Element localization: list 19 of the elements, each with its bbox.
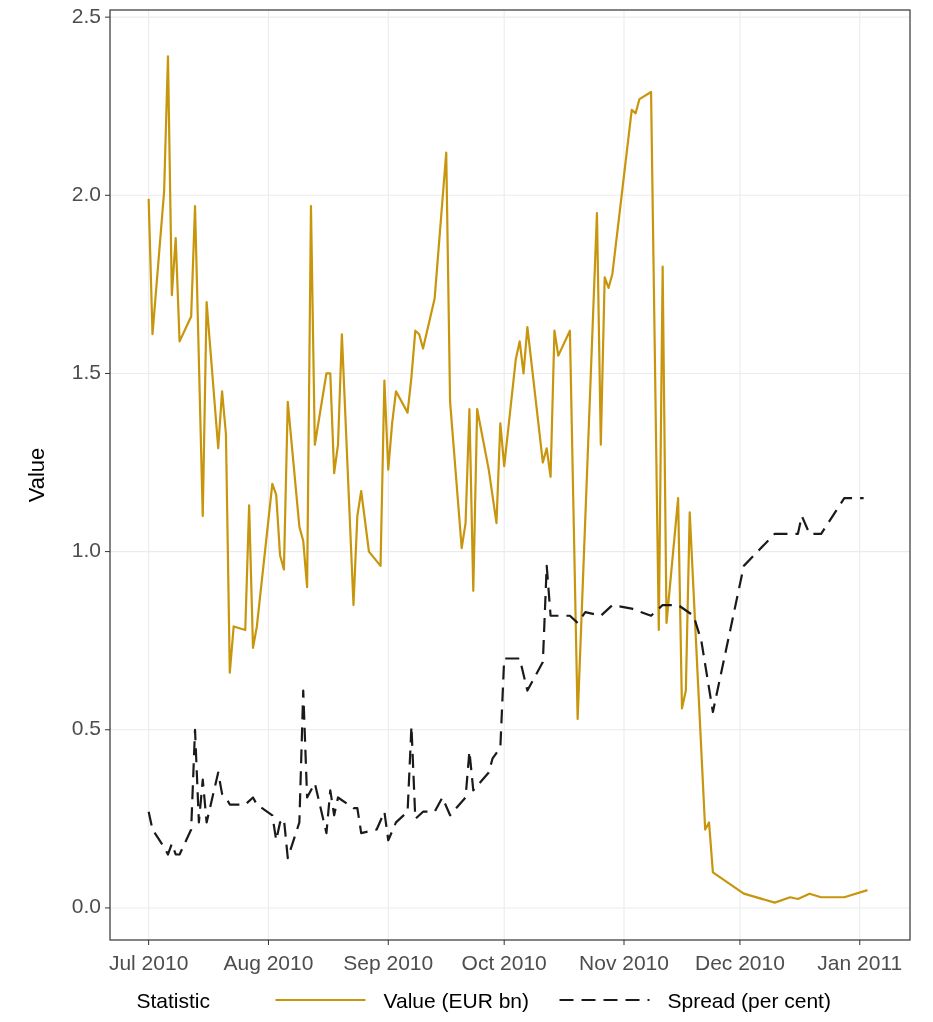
x-tick-label: Dec 2010 bbox=[695, 951, 785, 974]
line-series bbox=[147, 55, 869, 904]
legend-label: Spread (per cent) bbox=[667, 988, 831, 1012]
x-tick-label: Aug 2010 bbox=[223, 951, 314, 974]
line-series bbox=[147, 497, 865, 860]
x-tick-label: Nov 2010 bbox=[579, 951, 669, 974]
y-tick-label: 2.5 bbox=[71, 3, 101, 27]
legend-label: Value (EUR bn) bbox=[383, 988, 530, 1012]
y-tick-label: 1.5 bbox=[71, 360, 101, 383]
y-tick-label: 2.0 bbox=[71, 181, 101, 205]
legend-title: Statistic bbox=[136, 988, 211, 1012]
x-tick-label: Jan 2011 bbox=[817, 951, 903, 974]
y-tick-label: 1.0 bbox=[71, 538, 101, 562]
y-tick-label: 0.5 bbox=[71, 716, 101, 740]
x-tick-label: Sep 2010 bbox=[343, 951, 434, 974]
y-tick-label: 0.0 bbox=[71, 894, 101, 918]
x-tick-label: Oct 2010 bbox=[461, 951, 547, 974]
x-tick-label: Jul 2010 bbox=[108, 951, 189, 974]
y-axis-title: Value bbox=[23, 447, 49, 503]
